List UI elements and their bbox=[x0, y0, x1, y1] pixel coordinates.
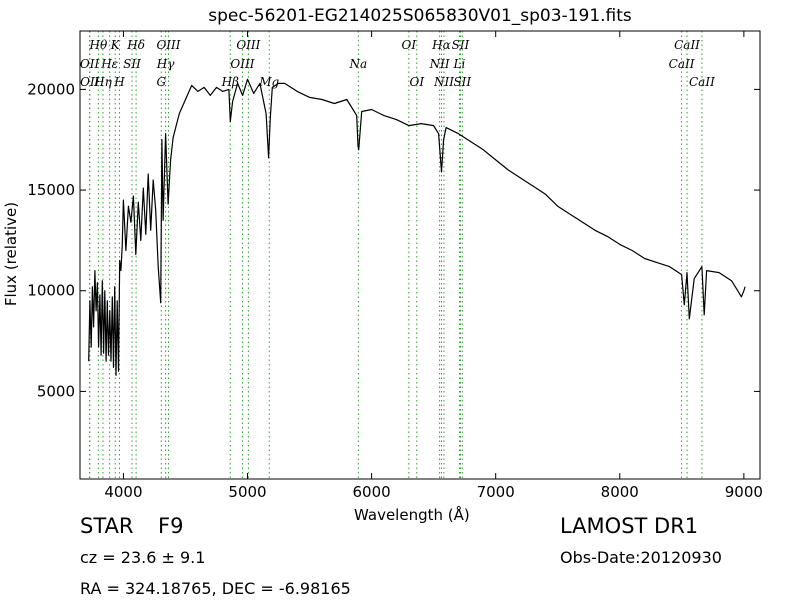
spectrum-line bbox=[88, 78, 746, 376]
line-marker-label: SII bbox=[452, 38, 470, 52]
y-tick-label: 20000 bbox=[27, 80, 75, 98]
line-marker-label: NII bbox=[429, 57, 450, 71]
line-marker-label: OIII bbox=[156, 38, 180, 52]
y-tick-label: 5000 bbox=[37, 382, 75, 400]
x-tick-label: 4000 bbox=[104, 483, 142, 501]
line-marker-label: CaII bbox=[674, 38, 700, 52]
redshift-text: cz = 23.6 ± 9.1 bbox=[80, 548, 206, 567]
coordinates-text: RA = 324.18765, DEC = -6.98165 bbox=[80, 579, 351, 598]
x-tick-label: 6000 bbox=[353, 483, 391, 501]
line-marker-label: NII bbox=[433, 75, 454, 89]
line-marker-label: G bbox=[156, 75, 166, 89]
line-marker-label: Li bbox=[453, 57, 466, 71]
x-tick-label: 5000 bbox=[228, 483, 266, 501]
line-marker-label: SII bbox=[123, 57, 141, 71]
line-marker-label: OIII bbox=[230, 57, 254, 71]
line-marker-label: CaII bbox=[669, 57, 695, 71]
object-class: STAR bbox=[80, 514, 134, 538]
plot-frame bbox=[79, 30, 761, 480]
line-marker-label: OI bbox=[409, 75, 424, 89]
line-marker-label: H bbox=[113, 75, 125, 89]
line-marker-label: Hθ bbox=[89, 38, 108, 52]
line-marker-label: Hβ bbox=[221, 75, 239, 89]
line-marker-label: Hε bbox=[100, 57, 118, 71]
line-marker-label: Na bbox=[349, 57, 368, 71]
line-marker-label: OIII bbox=[236, 38, 260, 52]
survey-name: LAMOST DR1 bbox=[560, 514, 699, 538]
line-marker-label: K bbox=[110, 38, 121, 52]
line-marker-label: OI bbox=[402, 38, 417, 52]
x-tick-label: 7000 bbox=[477, 483, 515, 501]
line-marker-label: CaII bbox=[689, 75, 715, 89]
x-tick-label: 8000 bbox=[601, 483, 639, 501]
x-axis-ticks: 4000 5000 6000 7000 8000 9000 bbox=[104, 31, 763, 501]
line-marker-label: Hδ bbox=[126, 38, 145, 52]
line-marker-label: Mg bbox=[258, 75, 279, 89]
observation-date: Obs-Date:20120930 bbox=[560, 548, 722, 567]
object-subclass: F9 bbox=[158, 514, 184, 538]
y-tick-label: 10000 bbox=[27, 282, 75, 300]
x-axis-label: Wavelength (Å) bbox=[354, 506, 470, 524]
line-marker-label: Hη bbox=[93, 75, 112, 89]
line-marker-label: Hγ bbox=[156, 57, 175, 71]
x-tick-label: 9000 bbox=[725, 483, 763, 501]
line-marker-label: SII bbox=[453, 75, 471, 89]
line-marker-label: OII bbox=[80, 75, 100, 89]
y-axis-ticks: 5000 10000 15000 20000 bbox=[27, 80, 760, 400]
line-marker-label: Hα bbox=[431, 38, 451, 52]
y-tick-label: 15000 bbox=[27, 181, 75, 199]
spectrum-series bbox=[88, 78, 746, 376]
y-axis-label: Flux (relative) bbox=[2, 201, 20, 307]
chart-title: spec-56201-EG214025S065830V01_sp03-191.f… bbox=[208, 6, 632, 26]
